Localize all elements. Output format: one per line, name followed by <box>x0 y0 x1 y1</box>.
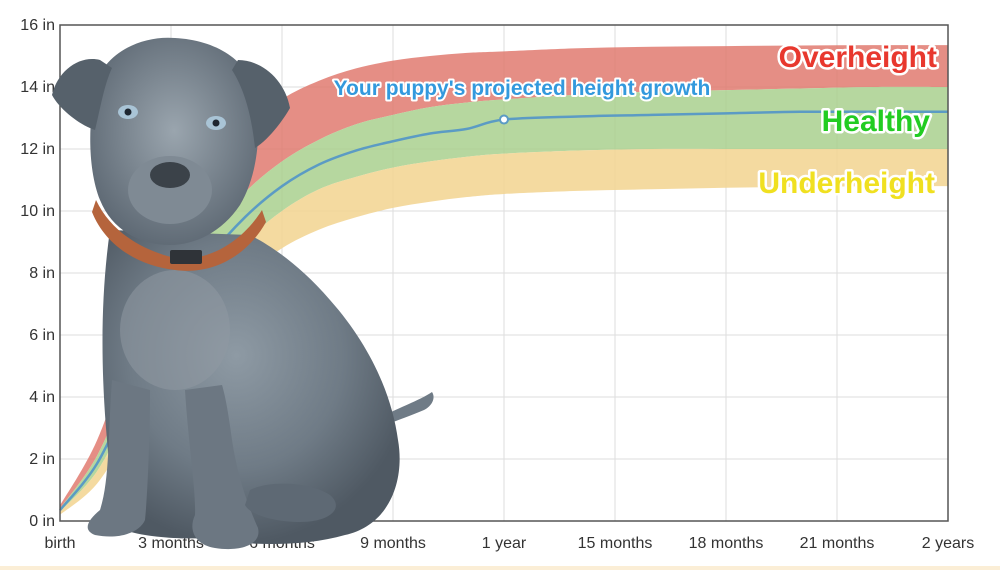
chart-annotations: Your puppy's projected height growth Ove… <box>332 39 940 203</box>
height-bands <box>60 45 948 515</box>
puppy-pupil-right <box>212 119 220 127</box>
underheight-label: Underheight <box>758 167 935 200</box>
y-tick-label: 2 in <box>29 451 55 468</box>
y-tick-label: 16 in <box>20 17 55 34</box>
puppy-pupil-left <box>124 108 132 116</box>
puppy-ear-right <box>232 60 290 148</box>
puppy-muzzle <box>128 156 212 224</box>
x-tick-label: 2 years <box>922 535 974 552</box>
x-tick-label: 18 months <box>689 535 764 552</box>
x-tick-label: 21 months <box>800 535 875 552</box>
puppy-front-leg-left <box>87 380 150 537</box>
y-tick-label: 6 in <box>29 327 55 344</box>
x-tick-label: 1 year <box>482 535 527 552</box>
projection-label: Your puppy's projected height growth <box>334 77 711 100</box>
puppy-nose <box>150 162 190 188</box>
y-tick-label: 14 in <box>20 79 55 96</box>
puppy-ear-left <box>52 59 112 130</box>
plot-frame <box>59 24 949 522</box>
puppy-photo <box>52 37 434 550</box>
y-tick-label: 12 in <box>20 141 55 158</box>
band-healthy <box>60 86 948 512</box>
y-tick-label: 8 in <box>29 265 55 282</box>
puppy-chest <box>120 270 230 390</box>
overheight-label: Overheight <box>779 41 937 74</box>
band-underheight <box>60 148 948 515</box>
y-axis-ticks: 0 in 2 in 4 in 6 in 8 in 10 in 12 in 14 in 16 in <box>20 17 55 530</box>
x-tick-label: 9 months <box>360 535 426 552</box>
healthy-label: Healthy <box>822 105 931 138</box>
puppy-collar <box>92 200 266 271</box>
puppy-tail <box>385 392 434 424</box>
y-tick-label: 10 in <box>20 203 55 220</box>
y-tick-label: 0 in <box>29 513 55 530</box>
projection-marker <box>499 114 509 125</box>
puppy-rear-paw <box>245 483 336 522</box>
puppy-front-leg-right <box>185 385 259 550</box>
bottom-strip <box>0 566 1000 570</box>
band-overheight <box>60 45 948 509</box>
y-tick-label: 4 in <box>29 389 55 406</box>
x-tick-label: 15 months <box>578 535 653 552</box>
puppy-collar-buckle <box>170 250 202 264</box>
x-tick-label: birth <box>44 535 75 552</box>
x-tick-label: 3 months <box>138 535 204 552</box>
